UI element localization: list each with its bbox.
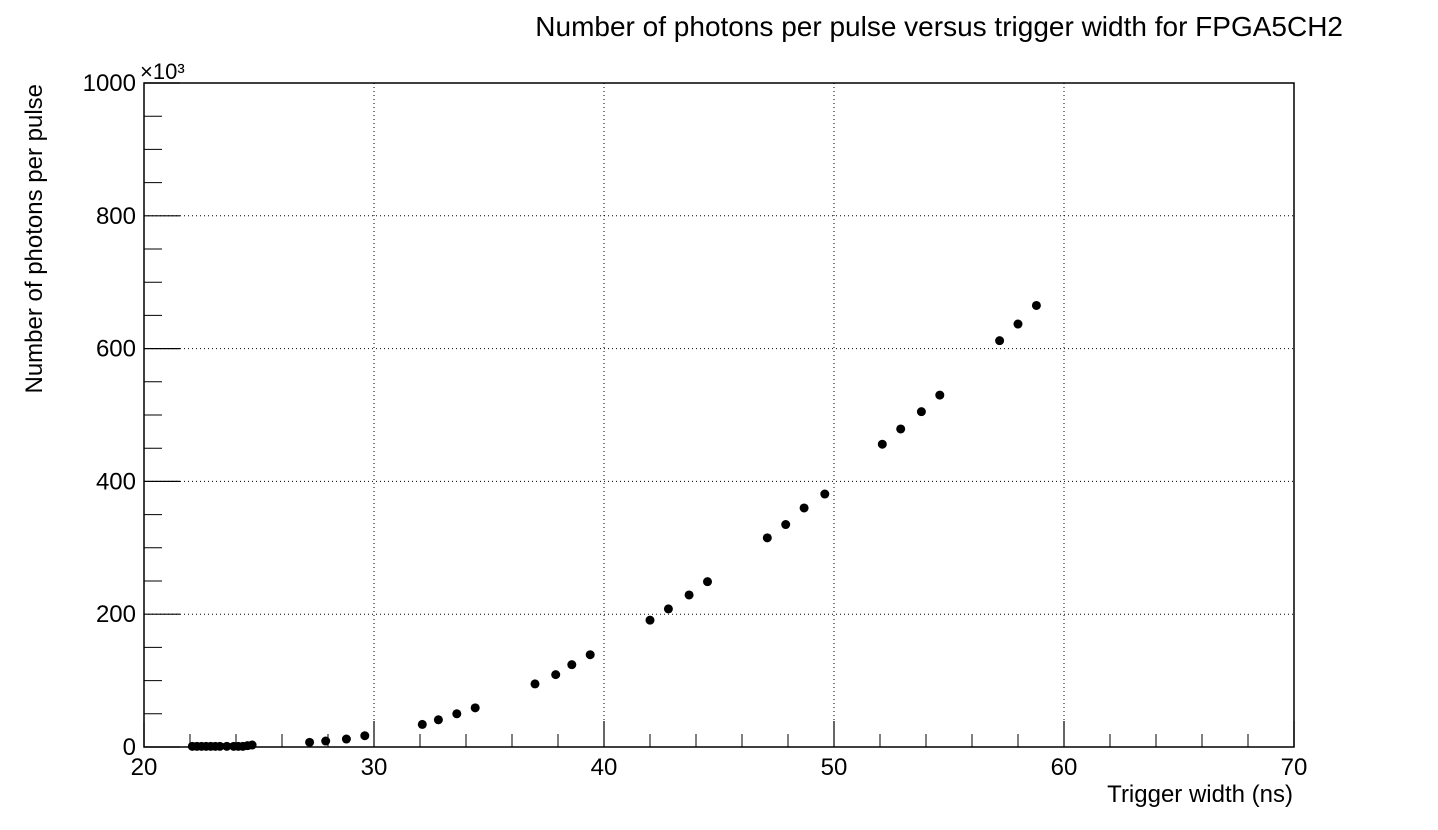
- y-tick-label: 400: [96, 468, 136, 495]
- data-point: [215, 741, 225, 751]
- data-point: [896, 424, 906, 434]
- data-point: [585, 650, 595, 660]
- data-point: [433, 715, 443, 725]
- data-point: [305, 737, 315, 747]
- axis-ticks: [143, 82, 1295, 748]
- data-point: [916, 407, 926, 417]
- data-point: [703, 577, 712, 587]
- data-point: [762, 533, 772, 543]
- data-point: [663, 604, 673, 614]
- data-point: [799, 503, 809, 513]
- x-tick-label: 70: [1281, 754, 1308, 781]
- data-point: [995, 336, 1005, 346]
- data-point: [935, 390, 945, 400]
- data-point: [530, 679, 540, 689]
- data-point: [222, 741, 232, 751]
- data-point: [417, 719, 427, 729]
- y-tick-label: 600: [96, 336, 136, 363]
- x-tick-label: 40: [591, 754, 618, 781]
- plot-frame: [143, 82, 1295, 748]
- data-point: [684, 590, 694, 600]
- x-axis-label: Trigger width (ns): [1107, 781, 1293, 808]
- data-point: [247, 740, 257, 750]
- chart-title: Number of photons per pulse versus trigg…: [535, 11, 1343, 42]
- data-point: [1013, 319, 1023, 329]
- data-point: [645, 615, 655, 625]
- data-point: [567, 660, 577, 670]
- data-point: [341, 734, 351, 744]
- x-tick-label: 50: [821, 754, 848, 781]
- data-point: [1031, 300, 1041, 310]
- data-point: [360, 731, 370, 741]
- data-points: [187, 300, 1041, 751]
- data-point: [877, 439, 887, 449]
- grid-lines: [144, 83, 1294, 747]
- x-tick-label: 30: [361, 754, 388, 781]
- y-multiplier-label: ×10³: [140, 59, 185, 84]
- x-tick-label: 60: [1051, 754, 1078, 781]
- data-point: [781, 520, 791, 530]
- y-tick-label: 800: [96, 203, 136, 230]
- x-tick-label: 20: [131, 754, 158, 781]
- data-point: [820, 489, 830, 499]
- y-tick-label: 1000: [83, 70, 136, 97]
- y-axis-label: Number of photons per pulse: [21, 84, 48, 394]
- x-tick-labels: 20 30 40 50 60 70: [131, 754, 1308, 781]
- y-tick-label: 200: [96, 601, 136, 628]
- data-point: [321, 736, 331, 746]
- y-tick-label: 0: [123, 734, 136, 761]
- data-point: [551, 670, 561, 680]
- data-point: [470, 703, 480, 713]
- data-point: [452, 709, 462, 719]
- y-tick-labels: 0 200 400 600 800 1000: [83, 70, 136, 761]
